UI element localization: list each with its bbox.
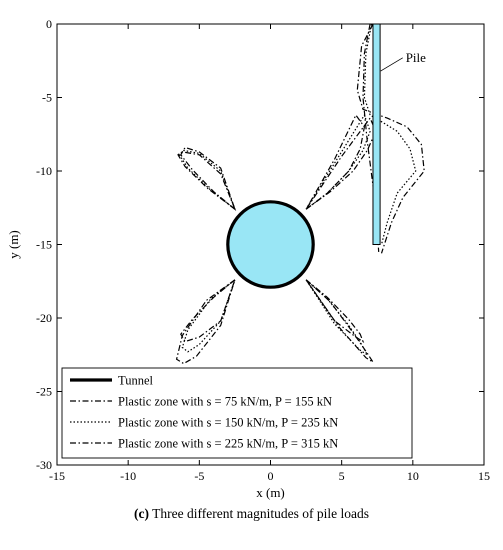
series-3-lobe-4: [305, 279, 374, 363]
figure-caption: (c) Three different magnitudes of pile l…: [0, 506, 503, 522]
series-3-pile-zone: [356, 23, 425, 254]
series-2-lobe-4: [305, 279, 368, 356]
series-2-lobe-3: [181, 278, 237, 353]
y-tick-label: -20: [36, 311, 52, 325]
x-tick-label: 15: [478, 469, 490, 483]
x-tick-label: 5: [339, 469, 345, 483]
series-1-pile-zone: [362, 23, 380, 252]
y-tick-label: -10: [36, 164, 52, 178]
pile-rect: [372, 23, 381, 245]
y-tick-label: -30: [36, 458, 52, 472]
series-2-pile-zone: [363, 23, 417, 245]
caption-letter: (c): [134, 506, 150, 521]
legend: Tunnel Plastic zone with s = 75 kN/m, P =…: [61, 367, 413, 459]
y-tick-label: 0: [46, 17, 52, 31]
series-1-lobe-1: [180, 146, 237, 212]
x-tick-label: 0: [268, 469, 274, 483]
series-3-lobe-3: [175, 278, 237, 365]
legend-entry-4: Plastic zone with s = 225 kN/m, P = 315 …: [118, 437, 338, 451]
annotation-pile-label: Pile: [406, 50, 426, 65]
series-3-lobe-1: [177, 151, 237, 212]
y-tick-label: -15: [36, 238, 52, 252]
series-2-lobe-2: [305, 113, 371, 210]
x-tick-label: -15: [49, 469, 65, 483]
x-tick-label: -10: [120, 469, 136, 483]
x-tick-label: 10: [407, 469, 419, 483]
series-1-lobe-3: [180, 277, 237, 343]
y-tick-label: -5: [42, 91, 52, 105]
axes: -15 -10 -5 0 5 10 15 0 -5 -10 -15 -20 -25 -30: [36, 17, 490, 483]
series-3: [175, 23, 425, 365]
legend-box: [61, 367, 413, 459]
caption-text: Three different magnitudes of pile loads: [152, 506, 369, 521]
tunnel-circle: [226, 200, 315, 289]
legend-entry-1: Tunnel: [118, 374, 153, 388]
x-tick-label: -5: [194, 469, 204, 483]
legend-entry-2: Plastic zone with s = 75 kN/m, P = 155 k…: [118, 395, 332, 409]
x-axis-label: x (m): [256, 485, 285, 500]
series-1-lobe-4: [305, 279, 365, 343]
data-layer: Pile: [175, 23, 426, 365]
legend-entry-3: Plastic zone with s = 150 kN/m, P = 235 …: [118, 416, 338, 430]
series-1: [180, 23, 380, 343]
annotation-leader-1: [380, 57, 403, 72]
series-3-lobe-2: [305, 116, 377, 210]
y-tick-label: -25: [36, 385, 52, 399]
series-2-lobe-1: [178, 149, 237, 211]
y-axis-label: y (m): [6, 230, 21, 259]
